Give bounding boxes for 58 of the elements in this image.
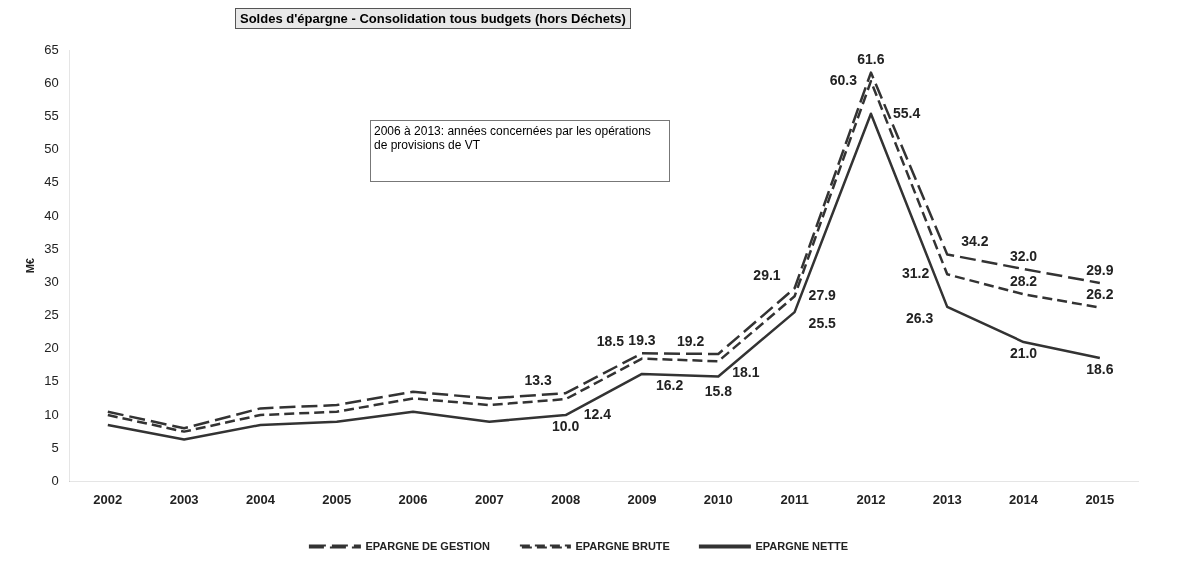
y-tick-label: 35 — [44, 240, 59, 256]
x-tick-label: 2015 — [1085, 491, 1115, 507]
data-label: 28.2 — [1009, 273, 1038, 290]
legend-label: EPARGNE BRUTE — [575, 539, 670, 552]
data-label: 31.2 — [901, 265, 930, 282]
y-tick-label: 15 — [44, 373, 59, 389]
x-tick-label: 2010 — [703, 491, 733, 507]
x-tick-label: 2011 — [780, 491, 809, 507]
x-tick-label: 2006 — [398, 491, 428, 507]
legend-label: EPARGNE NETTE — [755, 539, 849, 552]
y-tick-label: 45 — [44, 174, 59, 190]
data-label: 16.2 — [655, 376, 684, 393]
y-tick-label: 0 — [51, 472, 59, 488]
data-label: 34.2 — [961, 233, 989, 250]
x-tick-label: 2003 — [169, 491, 199, 507]
data-label: 55.4 — [892, 104, 921, 121]
y-tick-label: 60 — [44, 74, 59, 90]
data-label: 26.3 — [905, 309, 934, 326]
y-axis-title: M€ — [23, 258, 36, 274]
data-label: 60.3 — [829, 72, 858, 89]
data-label: 13.3 — [524, 371, 552, 388]
data-label: 12.4 — [583, 405, 612, 422]
data-label: 18.6 — [1086, 360, 1114, 377]
y-tick-label: 50 — [44, 141, 59, 157]
y-tick-label: 10 — [44, 406, 59, 422]
y-tick-label: 55 — [44, 107, 59, 123]
x-tick-label: 2002 — [93, 491, 123, 507]
y-tick-label: 25 — [44, 307, 59, 323]
x-tick-label: 2007 — [474, 491, 504, 507]
y-tick-label: 30 — [44, 273, 59, 289]
data-label: 61.6 — [857, 51, 885, 68]
data-label: 27.9 — [808, 287, 837, 304]
data-label: 10.0 — [552, 417, 580, 434]
data-label: 32.0 — [1009, 247, 1038, 264]
x-tick-label: 2013 — [932, 491, 962, 507]
annotation: 2006 à 2013: années concernées par les opérations de provisions de VT — [370, 120, 670, 182]
y-tick-label: 5 — [51, 439, 59, 455]
chart-title: Soldes d'épargne - Consolidation tous budgets (hors Déchets) — [235, 8, 631, 29]
x-tick-label: 2012 — [856, 491, 886, 507]
data-label: 19.2 — [677, 332, 705, 349]
data-label: 26.2 — [1086, 286, 1114, 303]
data-label: 25.5 — [808, 315, 837, 332]
x-tick-label: 2009 — [627, 491, 657, 507]
x-tick-label: 2014 — [1009, 491, 1039, 507]
y-tick-label: 65 — [44, 41, 59, 57]
x-tick-label: 2008 — [551, 491, 581, 507]
x-tick-label: 2005 — [322, 491, 352, 507]
data-label: 15.8 — [704, 383, 733, 400]
y-tick-label: 40 — [44, 207, 59, 223]
data-label: 21.0 — [1009, 344, 1038, 361]
data-label: 18.5 — [596, 333, 625, 350]
legend-label: EPARGNE DE GESTION — [365, 539, 490, 552]
data-label: 18.1 — [732, 364, 760, 381]
y-tick-label: 20 — [44, 340, 59, 356]
data-label: 29.9 — [1086, 261, 1114, 278]
x-tick-label: 2004 — [245, 491, 276, 507]
data-label: 19.3 — [628, 332, 656, 349]
data-label: 29.1 — [753, 267, 781, 284]
